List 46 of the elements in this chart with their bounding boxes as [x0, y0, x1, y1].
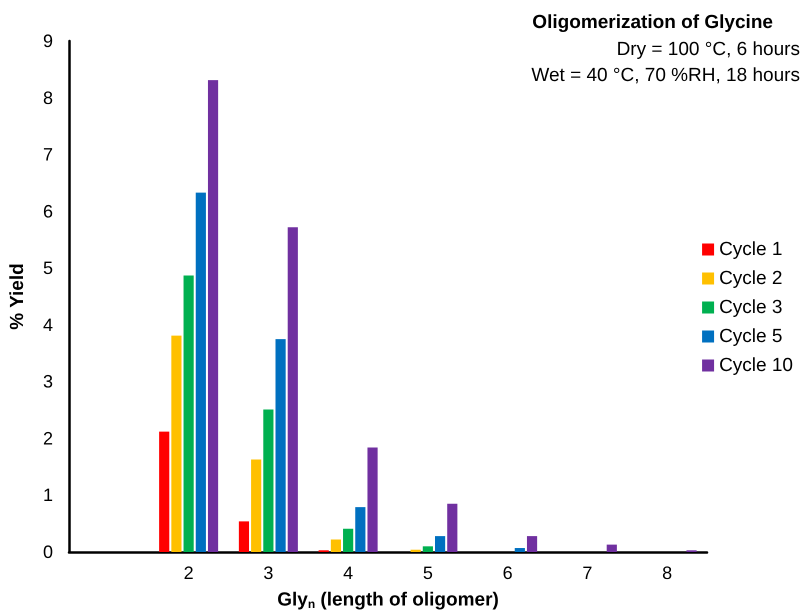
y-tick-label: 7 — [42, 144, 53, 165]
bar — [514, 548, 525, 552]
legend-label: Cycle 10 — [719, 355, 793, 376]
annotation: Dry = 100 °C, 6 hours — [616, 39, 800, 60]
y-tick-label: 5 — [42, 258, 53, 278]
bar — [184, 275, 194, 552]
bar — [447, 504, 458, 552]
bar — [355, 507, 366, 552]
legend-label: Cycle 1 — [719, 239, 782, 260]
bar — [288, 227, 298, 552]
bar — [276, 339, 286, 552]
bar — [159, 432, 170, 552]
legend-label: Cycle 5 — [719, 326, 782, 347]
y-tick-label: 3 — [42, 372, 53, 392]
bar — [606, 544, 617, 552]
annotation: Wet = 40 °C, 70 %RH, 18 hours — [531, 65, 800, 86]
x-tick-label: 5 — [422, 563, 433, 583]
legend-label: Cycle 2 — [719, 268, 782, 289]
legend-label: Cycle 3 — [719, 297, 782, 318]
bar — [526, 536, 538, 552]
bar — [422, 546, 433, 552]
y-tick-label: 8 — [42, 88, 53, 108]
bar — [330, 540, 342, 552]
y-tick-label: 4 — [42, 314, 53, 335]
x-tick-label: 6 — [502, 563, 513, 583]
y-axis-title: % Yield — [7, 263, 28, 330]
bar — [367, 448, 378, 552]
x-tick-label: 2 — [184, 563, 194, 583]
y-tick-label: 2 — [42, 428, 53, 448]
bar — [196, 192, 206, 552]
bar — [251, 459, 262, 552]
bar — [263, 409, 274, 552]
x-tick-label: 7 — [582, 563, 592, 583]
bar — [171, 336, 182, 552]
bar — [208, 80, 218, 552]
x-tick-label: 4 — [343, 563, 354, 583]
chart-title: Oligomerization of Glycine — [532, 12, 773, 33]
y-tick-label: 1 — [42, 485, 53, 506]
y-tick-label: 6 — [42, 201, 53, 222]
x-tick-label: 8 — [662, 563, 672, 583]
bar — [238, 521, 250, 552]
x-tick-label: 3 — [263, 563, 274, 583]
y-tick-label: 9 — [42, 31, 53, 51]
y-tick-label: 0 — [42, 542, 53, 562]
bar — [343, 528, 354, 552]
bar — [435, 536, 446, 552]
